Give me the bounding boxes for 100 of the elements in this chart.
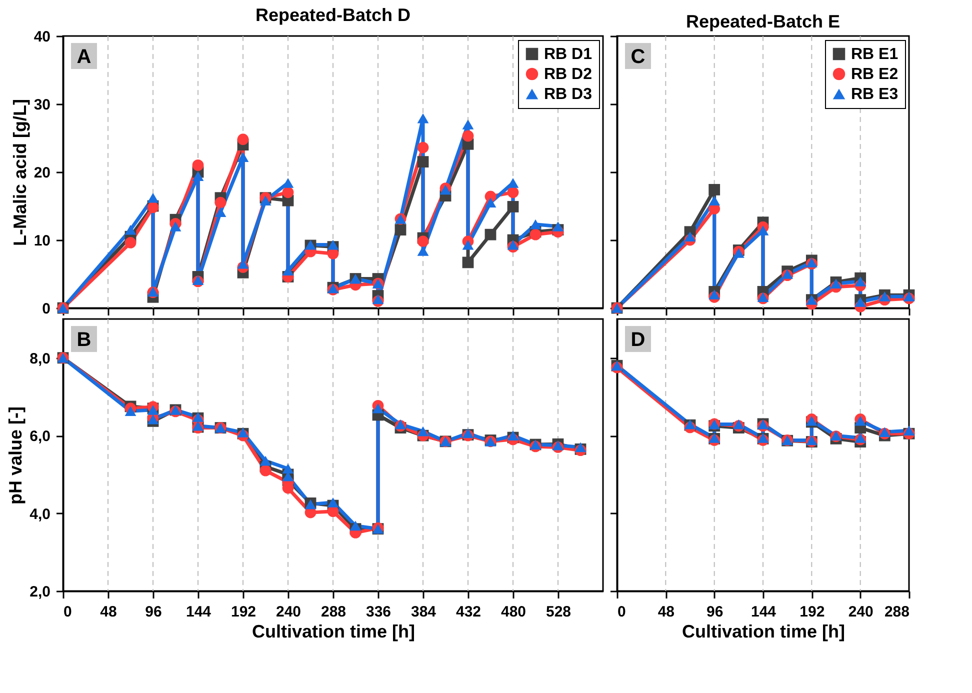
y-tick-label: 30: [34, 96, 50, 114]
x-tick-label: 0: [64, 604, 72, 620]
point: [417, 236, 429, 248]
point: [462, 119, 474, 130]
point: [124, 224, 136, 235]
point: [530, 219, 542, 230]
x-tick-label: 240: [848, 604, 874, 620]
point: [327, 240, 339, 250]
point: [484, 228, 496, 240]
point: [147, 192, 159, 203]
point: [237, 152, 249, 162]
x-tick-label: 144: [750, 604, 777, 620]
point: [854, 276, 866, 286]
point: [507, 200, 519, 212]
y-tick-label: 6,0: [30, 428, 50, 446]
x-tick-label: 96: [145, 604, 162, 620]
x-tick-label: 336: [366, 604, 392, 620]
point: [854, 296, 866, 307]
point: [462, 130, 474, 142]
y-tick-label: 40: [34, 28, 50, 46]
annotation: A: [76, 46, 92, 68]
annotation: D: [630, 329, 646, 351]
point: [830, 278, 842, 288]
annotation: B: [76, 329, 92, 351]
point: [462, 240, 474, 250]
point: [507, 240, 519, 250]
point: [417, 142, 429, 154]
point: [327, 497, 339, 508]
point: [507, 430, 519, 441]
point: [708, 184, 720, 196]
x-tick-label: 480: [500, 604, 526, 620]
point: [214, 207, 226, 218]
chart-title: Repeated-Batch E: [686, 11, 840, 32]
legend-label: RB E3: [851, 86, 898, 103]
point: [417, 156, 429, 168]
point: [192, 171, 204, 182]
point: [552, 221, 564, 232]
x-tick-label: 192: [800, 604, 825, 620]
point: [484, 198, 496, 208]
x-tick-label: 384: [410, 604, 437, 620]
point: [708, 289, 720, 300]
y-axis-title: pH value [-]: [6, 406, 26, 505]
y-tick-label: 4,0: [30, 506, 50, 523]
x-tick-label: 96: [706, 604, 724, 620]
y-tick-label: 8,0: [30, 350, 50, 368]
point: [282, 464, 294, 474]
point: [394, 419, 406, 430]
x-tick-label: 192: [230, 604, 256, 620]
point: [350, 520, 362, 531]
point: [574, 442, 586, 452]
point: [530, 228, 542, 240]
point: [372, 403, 384, 414]
point: [124, 406, 136, 416]
x-tick-label: 144: [186, 604, 212, 620]
x-axis-title: Cultivation time [h]: [682, 622, 845, 642]
point: [507, 186, 519, 198]
x-tick-label: 528: [546, 604, 572, 620]
legend-label: RB D3: [544, 86, 592, 103]
point: [260, 464, 272, 476]
x-tick-label: 288: [884, 604, 910, 620]
x-tick-label: 48: [100, 604, 117, 620]
annotation: C: [630, 46, 646, 68]
point: [417, 426, 429, 436]
point: [878, 292, 890, 302]
legend-label: RB E2: [851, 66, 898, 83]
point: [170, 221, 182, 232]
y-tick-label: 20: [34, 164, 50, 182]
point: [394, 224, 406, 236]
y-tick-label: 0: [42, 300, 50, 318]
point: [417, 113, 429, 124]
point: [732, 419, 744, 430]
point: [124, 237, 136, 248]
legend-label: RB E1: [851, 46, 898, 63]
y-tick-label: 2,0: [30, 584, 50, 600]
point: [782, 269, 794, 279]
x-tick-label: 0: [618, 604, 626, 620]
x-axis-title: Cultivation time [h]: [252, 622, 415, 642]
point: [417, 246, 429, 256]
x-tick-label: 432: [456, 604, 482, 620]
point: [854, 432, 866, 443]
point: [372, 294, 384, 304]
point: [708, 196, 720, 206]
point: [282, 186, 294, 198]
point: [260, 196, 272, 206]
y-axis-title: L-Malic acid [g/L]: [10, 98, 30, 246]
point: [260, 456, 272, 466]
point: [237, 134, 249, 146]
point: [684, 232, 696, 242]
x-tick-label: 240: [276, 604, 302, 620]
legend-label: RB D2: [544, 66, 592, 83]
chart-title: Repeated-Batch D: [255, 5, 411, 25]
point: [903, 292, 915, 302]
point: [903, 426, 915, 436]
y-tick-label: 10: [34, 232, 50, 250]
x-tick-label: 288: [320, 604, 346, 620]
point: [192, 160, 204, 171]
legend-label: RB D1: [544, 46, 592, 63]
x-tick-label: 48: [658, 604, 675, 620]
point: [214, 196, 226, 208]
point: [462, 256, 474, 268]
